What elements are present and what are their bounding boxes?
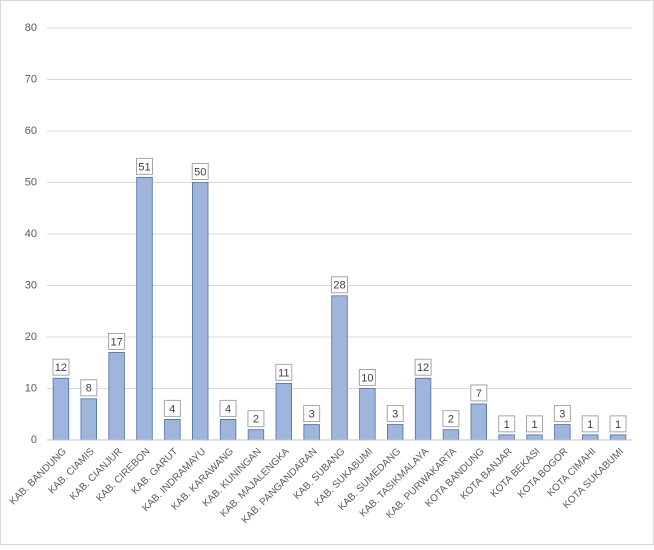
- data-label-box: [553, 405, 571, 423]
- bar: [526, 434, 543, 441]
- bar: [414, 377, 432, 441]
- data-label-box: [303, 405, 321, 423]
- data-label: 3: [309, 408, 315, 420]
- data-label: 50: [194, 166, 206, 178]
- data-label: 3: [392, 408, 398, 420]
- y-tick-label: 40: [25, 228, 37, 240]
- bar: [609, 434, 627, 441]
- data-label: 1: [531, 419, 537, 431]
- data-label: 1: [504, 419, 510, 431]
- bar: [192, 182, 209, 441]
- data-label: 4: [169, 403, 175, 415]
- bar: [219, 418, 237, 441]
- bar: [582, 434, 599, 441]
- data-label-box: [163, 399, 181, 417]
- data-label: 11: [278, 367, 289, 379]
- data-label: 7: [476, 388, 482, 400]
- data-label: 8: [86, 383, 92, 395]
- data-label-box: [442, 410, 460, 428]
- bar: [470, 403, 487, 441]
- bar: [498, 434, 515, 441]
- data-label-box: [358, 369, 376, 386]
- data-label: 12: [55, 362, 67, 374]
- bar: [303, 424, 320, 441]
- bar: [80, 398, 97, 441]
- data-label-box: [80, 379, 98, 397]
- bar: [108, 352, 125, 441]
- data-label: 28: [333, 280, 345, 292]
- bar: [247, 429, 265, 441]
- bar: [387, 424, 404, 441]
- data-label: 3: [559, 408, 565, 420]
- data-label-box: [191, 163, 209, 180]
- data-label: 10: [361, 372, 373, 384]
- data-label-box: [331, 276, 348, 294]
- y-tick-label: 30: [25, 279, 37, 291]
- data-label: 1: [587, 419, 593, 431]
- data-label: 2: [253, 414, 259, 426]
- y-tick-label: 10: [25, 382, 37, 394]
- data-label-box: [247, 410, 265, 428]
- data-label-box: [414, 358, 432, 376]
- data-label-box: [136, 157, 153, 175]
- bar: [275, 382, 292, 441]
- bar: [442, 429, 460, 441]
- data-label-box: [219, 399, 237, 417]
- bar: [136, 176, 153, 441]
- y-tick-label: 50: [25, 176, 37, 188]
- y-tick-label: 70: [25, 73, 37, 85]
- y-tick-label: 60: [25, 125, 37, 137]
- bar: [331, 295, 348, 441]
- data-label: 4: [225, 403, 231, 415]
- data-label: 1: [615, 419, 621, 431]
- data-label: 2: [448, 414, 454, 426]
- data-label-box: [386, 405, 404, 423]
- y-tick-label: 80: [25, 22, 37, 34]
- data-label-box: [52, 358, 70, 376]
- data-label-box: [108, 332, 126, 350]
- bar: [52, 377, 70, 441]
- data-label-box: [609, 415, 627, 433]
- data-label-box: [498, 415, 516, 433]
- y-tick-label: 20: [25, 331, 37, 343]
- data-label: 51: [138, 161, 150, 173]
- data-label: 17: [111, 336, 123, 348]
- data-label: 12: [417, 362, 429, 374]
- bar: [554, 424, 571, 441]
- bar: [164, 418, 181, 441]
- data-label-box: [581, 415, 599, 433]
- bar: [359, 388, 376, 441]
- y-tick-label: 0: [31, 434, 37, 446]
- data-label-box: [275, 363, 293, 381]
- data-label-box: [470, 384, 488, 402]
- data-label-box: [526, 415, 543, 433]
